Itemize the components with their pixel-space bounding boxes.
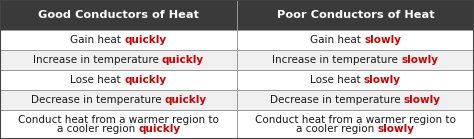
Bar [237, 70, 474, 90]
Text: quickly: quickly [164, 95, 207, 105]
Bar [0, 70, 237, 90]
Bar [237, 0, 474, 30]
Text: quickly: quickly [138, 124, 180, 134]
Bar [0, 30, 237, 50]
Text: Increase in temperature: Increase in temperature [273, 55, 401, 65]
Text: Conduct heat from a warmer region to: Conduct heat from a warmer region to [18, 115, 219, 125]
Text: slowly: slowly [364, 35, 401, 45]
Text: a cooler region: a cooler region [296, 124, 378, 134]
Text: Lose heat: Lose heat [71, 75, 124, 85]
Text: Increase in temperature: Increase in temperature [33, 55, 162, 65]
Bar [237, 90, 474, 110]
Text: Gain heat: Gain heat [310, 35, 364, 45]
Bar [0, 50, 237, 70]
Text: slowly: slowly [378, 124, 415, 134]
Text: slowly: slowly [364, 75, 401, 85]
Bar [237, 30, 474, 50]
Text: Conduct heat from a warmer region to: Conduct heat from a warmer region to [255, 115, 456, 125]
Text: Decrease in temperature: Decrease in temperature [30, 95, 164, 105]
Text: slowly: slowly [401, 55, 438, 65]
Text: a cooler region: a cooler region [57, 124, 138, 134]
Bar [0, 110, 237, 139]
Text: slowly: slowly [404, 95, 441, 105]
Text: Decrease in temperature: Decrease in temperature [270, 95, 404, 105]
Bar [237, 110, 474, 139]
Text: Gain heat: Gain heat [70, 35, 125, 45]
Bar [0, 0, 237, 30]
Text: Good Conductors of Heat: Good Conductors of Heat [38, 10, 199, 20]
Text: quickly: quickly [162, 55, 204, 65]
Text: quickly: quickly [124, 75, 166, 85]
Text: Lose heat: Lose heat [310, 75, 364, 85]
Bar [237, 50, 474, 70]
Bar [0, 90, 237, 110]
Text: quickly: quickly [125, 35, 167, 45]
Text: Poor Conductors of Heat: Poor Conductors of Heat [277, 10, 434, 20]
